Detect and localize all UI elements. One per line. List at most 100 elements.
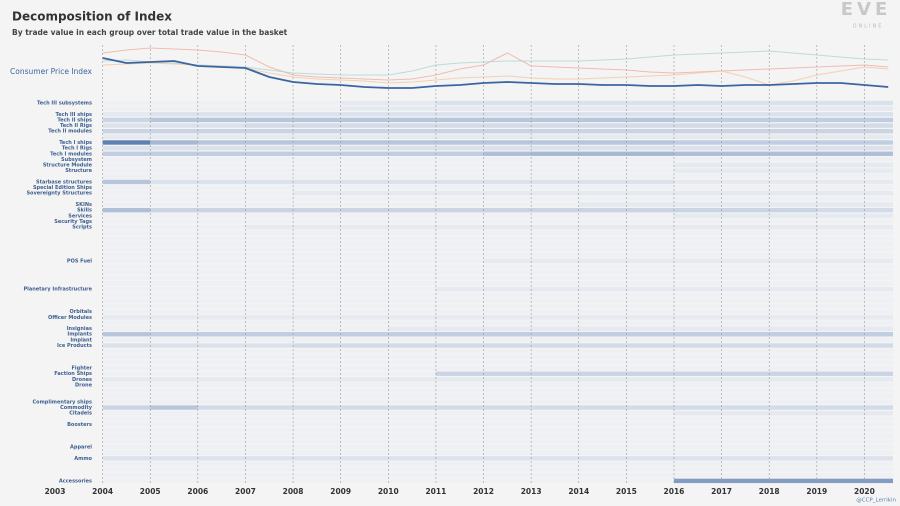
heat-cell (673, 236, 722, 241)
heat-cell (340, 281, 389, 286)
heat-cell (340, 258, 389, 264)
heat-cell (483, 247, 532, 252)
heat-cell (816, 157, 865, 162)
heat-cell (721, 394, 770, 399)
heat-cell (626, 185, 674, 190)
heat-cell (769, 382, 817, 388)
heat-cell (816, 411, 865, 416)
heat-cell (340, 450, 389, 455)
heat-cell (245, 123, 294, 128)
heat-cell (388, 461, 436, 467)
heat-cell (150, 388, 198, 393)
heat-cell (340, 394, 389, 399)
heat-cell (150, 450, 198, 455)
heat-cell (293, 157, 341, 162)
heat-cell (531, 394, 579, 399)
heat-cell (340, 134, 389, 140)
heat-cell (673, 354, 722, 359)
heat-cell (626, 416, 674, 422)
heat-cell (435, 388, 484, 393)
heat-cell (150, 117, 198, 123)
heat-cell (435, 427, 484, 433)
heat-cell (102, 236, 151, 241)
heat-cell (673, 213, 722, 218)
heat-cell (864, 348, 893, 354)
heat-cell (578, 258, 627, 264)
heat-cell (864, 337, 893, 343)
heat-cell (102, 100, 151, 106)
heat-cell (435, 422, 484, 427)
heat-cell (293, 253, 341, 258)
heat-cell (388, 123, 436, 128)
heat-cell (769, 303, 817, 309)
heat-cell (150, 224, 198, 230)
heat-cell (816, 365, 865, 371)
heat-cell (721, 326, 770, 331)
heat-cell (197, 106, 246, 111)
heat-cell (340, 117, 389, 123)
heat-cell (769, 270, 817, 275)
heat-cell (102, 196, 151, 202)
heat-cell (150, 157, 198, 162)
heat-cell (769, 258, 817, 264)
heat-cell (626, 134, 674, 140)
heat-cell (578, 213, 627, 218)
heat-cell (626, 394, 674, 399)
heat-cell (293, 258, 341, 264)
heat-cell (578, 360, 627, 365)
heat-cell (721, 416, 770, 422)
heat-cell (388, 326, 436, 331)
heat-cell (721, 411, 770, 416)
heat-cell (435, 106, 484, 111)
heat-cell (578, 196, 627, 202)
heat-cell (435, 123, 484, 128)
heat-cell (340, 377, 389, 382)
heat-cell (769, 394, 817, 399)
row-label: Implant (70, 337, 92, 343)
heat-cell (531, 230, 579, 235)
heat-cell (435, 450, 484, 455)
heat-cell (483, 213, 532, 218)
heat-cell (769, 411, 817, 416)
heat-cell (197, 241, 246, 247)
heat-cell (864, 236, 893, 241)
heat-cell (150, 236, 198, 241)
heat-cell (816, 140, 865, 145)
row-label: Sovereignty Structures (26, 191, 92, 197)
heat-cell (531, 179, 579, 185)
heat-cell (483, 281, 532, 286)
heat-cell (721, 478, 770, 484)
heat-cell (721, 196, 770, 202)
heat-cell (483, 388, 532, 393)
heat-cell (626, 422, 674, 427)
heat-cell (102, 411, 151, 416)
heat-cell (578, 371, 627, 376)
heat-cell (245, 129, 294, 134)
heat-cell (578, 343, 627, 348)
heat-cell (388, 292, 436, 297)
heat-cell (816, 117, 865, 123)
heat-cell (102, 230, 151, 235)
heat-cell (626, 258, 674, 264)
heat-cell (150, 348, 198, 354)
heat-cell (102, 422, 151, 427)
heat-cell (483, 151, 532, 156)
heat-cell (197, 343, 246, 348)
x-tick-label: 2014 (568, 487, 589, 496)
heat-cell (673, 196, 722, 202)
heat-cell (150, 467, 198, 472)
heat-cell (816, 185, 865, 190)
heat-cell (197, 247, 246, 252)
heat-cell (721, 168, 770, 173)
heat-cell (340, 213, 389, 218)
heat-cell (388, 230, 436, 235)
heat-cell (578, 411, 627, 416)
heat-cell (483, 456, 532, 461)
heat-cell (578, 382, 627, 388)
heat-cell (531, 117, 579, 123)
heat-cell (245, 439, 294, 444)
heat-cell (483, 258, 532, 264)
heat-cell (197, 439, 246, 444)
heat-cell (769, 112, 817, 117)
heat-cell (102, 247, 151, 252)
